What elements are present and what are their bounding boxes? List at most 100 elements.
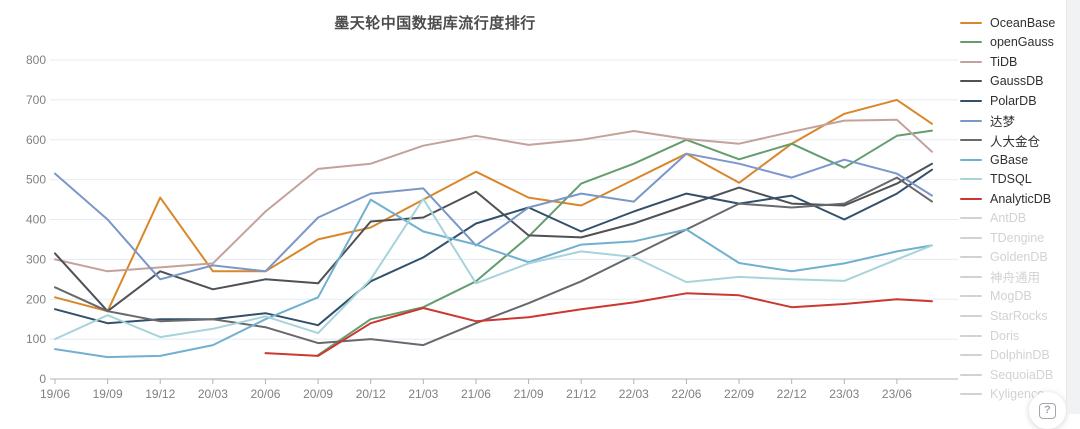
x-axis-tick-label: 22/09 [724,387,754,401]
popularity-chart-panel: 墨天轮中国数据库流行度排行 0 100 200 300 400 500 600 700 800 1… [25,0,1080,419]
series-line-AnalyticDB [264,292,933,357]
x-axis-tick-label: 20/09 [303,387,333,401]
x-axis-tick-label: 19/12 [145,387,175,401]
legend-label: TDSQL [990,172,1032,187]
series-line-达梦 [54,152,933,281]
legend-label: StarRocks [990,308,1048,323]
legend-item-AntDB[interactable]: AntDB [960,208,1078,228]
x-axis-tick-label: 19/09 [93,387,123,401]
y-axis-tick-label: 100 [26,332,46,346]
legend-item-SequoiaDB[interactable]: SequoiaDB [960,365,1078,385]
legend-swatch [960,354,982,357]
legend-swatch [960,393,982,396]
series-line-GBase [54,198,933,359]
legend-swatch [960,334,982,337]
legend-item-Kyligence[interactable]: Kyligence [960,384,1078,404]
y-axis-tick-label: 0 [39,372,46,386]
series-line-GaussDB [54,162,933,313]
x-axis-tick-label: 20/06 [250,387,280,401]
legend-label: TiDB [990,54,1018,69]
legend-swatch [960,119,982,122]
chart-title: 墨天轮中国数据库流行度排行 [334,15,536,32]
legend-swatch [960,236,982,239]
x-axis-tick-label: 20/12 [356,387,386,401]
legend-swatch [960,158,982,161]
legend-item-AnalyticDB[interactable]: AnalyticDB [960,189,1078,209]
legend-item-StarRocks[interactable]: StarRocks [960,306,1078,326]
y-axis-tick-label: 700 [26,93,46,107]
legend-item-DolphinDB[interactable]: DolphinDB [960,345,1078,365]
legend-item-OceanBase[interactable]: OceanBase [960,13,1078,33]
scrollbar-track[interactable] [1066,0,1080,414]
legend-label: openGauss [990,35,1054,50]
y-axis-tick-label: 600 [26,133,46,147]
legend-label: DolphinDB [990,348,1050,363]
legend-swatch [960,178,982,181]
legend-swatch [960,197,982,200]
x-axis-tick-label: 21/03 [408,387,438,401]
legend-item-MogDB[interactable]: MogDB [960,287,1078,307]
x-axis-tick-label: 23/03 [829,387,859,401]
legend-item-达梦[interactable]: 达梦 [960,111,1078,131]
legend-label: PolarDB [990,93,1037,108]
legend-label: GoldenDB [990,250,1048,265]
legend-label: GaussDB [990,74,1044,89]
x-axis-tick-label: 22/06 [671,387,701,401]
legend-item-PolarDB[interactable]: PolarDB [960,91,1078,111]
legend-swatch [960,41,982,44]
legend-swatch [960,295,982,298]
legend-swatch [960,256,982,259]
legend-swatch [960,60,982,63]
legend-label: TDengine [990,230,1045,245]
y-axis-tick-label: 200 [26,292,46,306]
series-line-OceanBase [54,98,933,313]
x-axis-tick-label: 21/06 [461,387,491,401]
legend-label: GBase [990,152,1029,167]
y-axis-tick-label: 400 [26,213,46,227]
legend-label: Doris [990,328,1020,343]
line-chart-canvas: 0 100 200 300 400 500 600 700 800 19/06 19/09 19/12… [26,53,958,401]
legend-label: SequoiaDB [990,367,1054,382]
x-axis-tick-label: 22/12 [777,387,807,401]
legend-item-openGauss[interactable]: openGauss [960,33,1078,53]
series-line-PolarDB [54,168,933,327]
legend-label: OceanBase [990,15,1056,30]
legend-label: 达梦 [990,115,1016,129]
legend-label: AnalyticDB [990,191,1052,206]
chart-legend: OceanBase openGauss TiDB GaussDB PolarDB 达梦人大… [960,13,1078,404]
legend-swatch [960,373,982,376]
x-axis-tick-label: 21/09 [514,387,544,401]
legend-swatch [960,275,982,278]
legend-swatch [960,314,982,317]
question-mark-icon: ? [1039,402,1056,419]
legend-item-人大金仓[interactable]: 人大金仓 [960,130,1078,150]
legend-label: MogDB [990,289,1032,304]
legend-item-神舟通用[interactable]: 神舟通用 [960,267,1078,287]
legend-swatch [960,139,982,142]
legend-item-GBase[interactable]: GBase [960,150,1078,170]
legend-label: AntDB [990,211,1027,226]
x-axis-tick-label: 23/06 [882,387,912,401]
legend-label: 神舟通用 [990,271,1041,286]
y-axis-tick-label: 800 [26,53,46,67]
series-line-TiDB [54,118,933,273]
legend-item-GoldenDB[interactable]: GoldenDB [960,248,1078,268]
legend-item-Doris[interactable]: Doris [960,326,1078,346]
legend-swatch [960,217,982,220]
series-line-人大金仓 [54,176,933,347]
legend-label: 人大金仓 [990,134,1041,149]
x-axis-tick-label: 19/06 [40,387,70,401]
x-axis-tick-label: 21/12 [566,387,596,401]
y-axis-tick-label: 300 [26,252,46,266]
help-button[interactable]: ? [1029,392,1066,429]
legend-swatch [960,80,982,83]
legend-swatch [960,21,982,24]
x-axis-tick-label: 22/03 [619,387,649,401]
legend-item-GaussDB[interactable]: GaussDB [960,72,1078,92]
legend-item-TDengine[interactable]: TDengine [960,228,1078,248]
legend-label: Kyligence [990,387,1045,402]
y-axis-tick-label: 500 [26,173,46,187]
legend-item-TDSQL[interactable]: TDSQL [960,169,1078,189]
legend-item-TiDB[interactable]: TiDB [960,52,1078,72]
series-line-TDSQL [54,197,933,341]
